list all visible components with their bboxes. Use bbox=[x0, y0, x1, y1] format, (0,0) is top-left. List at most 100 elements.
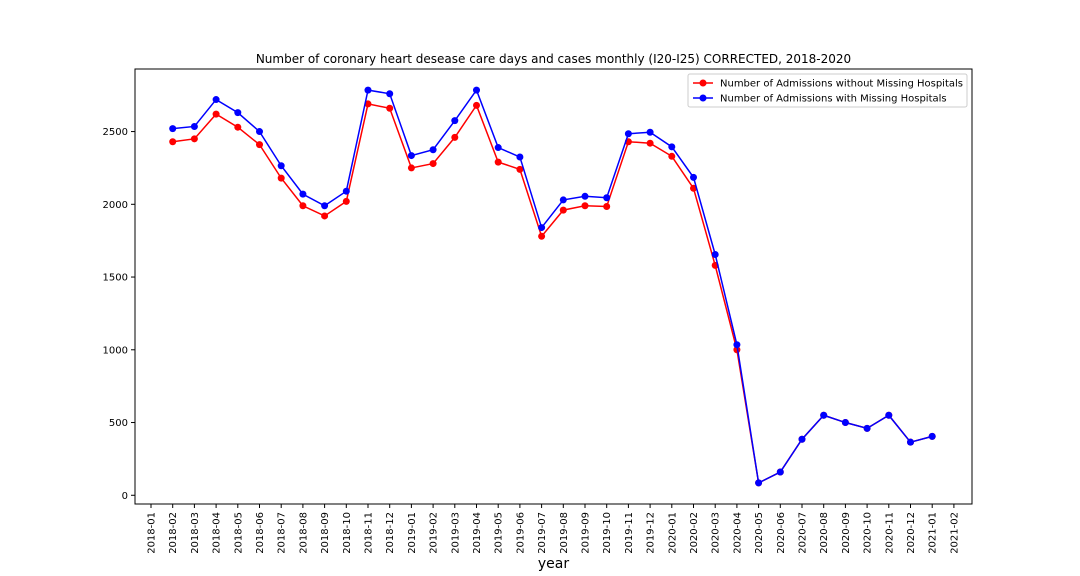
x-tick-label: 2018-01 bbox=[147, 512, 158, 554]
data-point bbox=[451, 117, 459, 125]
plot-frame bbox=[134, 68, 973, 505]
x-tick-label: 2020-01 bbox=[667, 512, 678, 554]
x-tick-label: 2020-11 bbox=[884, 512, 895, 554]
x-tick-label: 2020-08 bbox=[819, 512, 830, 554]
x-tick-label: 2018-07 bbox=[277, 512, 288, 554]
data-point bbox=[212, 96, 220, 104]
data-point bbox=[516, 153, 524, 161]
data-point bbox=[190, 122, 198, 130]
y-tick-label: 2000 bbox=[103, 200, 128, 211]
data-point bbox=[364, 86, 372, 94]
data-point bbox=[429, 160, 437, 168]
data-point bbox=[668, 152, 676, 160]
x-tick-label: 2019-09 bbox=[581, 512, 592, 554]
data-point bbox=[212, 110, 220, 118]
x-tick-label: 2019-06 bbox=[515, 512, 526, 554]
data-point bbox=[885, 411, 893, 419]
x-tick-label: 2021-02 bbox=[949, 512, 960, 554]
x-tick-label: 2019-08 bbox=[559, 512, 570, 554]
x-tick-label: 2018-08 bbox=[298, 512, 309, 554]
data-point bbox=[690, 184, 697, 192]
y-axis: 0 500 1000 1500 2000 2500 bbox=[103, 127, 135, 502]
x-tick-label: 2018-06 bbox=[255, 512, 266, 554]
data-point bbox=[711, 250, 719, 258]
data-point bbox=[342, 197, 350, 205]
data-point bbox=[581, 192, 589, 200]
data-point bbox=[516, 165, 524, 173]
data-point bbox=[646, 139, 654, 147]
data-point bbox=[624, 130, 632, 138]
x-tick-label: 2019-02 bbox=[429, 512, 440, 554]
x-tick-label: 2019-03 bbox=[450, 512, 461, 554]
x-tick-label: 2018-09 bbox=[320, 512, 331, 554]
data-point bbox=[256, 128, 263, 136]
x-axis: 2018-01 2018-02 2018-03 2018-04 2018-05 2018-… bbox=[147, 504, 960, 554]
data-point bbox=[299, 202, 307, 210]
data-point bbox=[277, 162, 285, 170]
data-point bbox=[841, 419, 849, 427]
data-point bbox=[776, 468, 784, 476]
chart-title: Number of coronary heart desease care da… bbox=[256, 52, 851, 66]
data-point bbox=[473, 101, 480, 109]
data-point bbox=[820, 411, 828, 419]
data-point bbox=[538, 224, 546, 232]
x-tick-label: 2019-04 bbox=[472, 512, 483, 554]
x-tick-label: 2018-10 bbox=[342, 512, 353, 554]
data-point bbox=[277, 174, 285, 182]
data-point bbox=[646, 128, 654, 136]
data-point bbox=[603, 194, 611, 202]
x-tick-label: 2019-12 bbox=[646, 512, 657, 554]
data-point bbox=[473, 86, 480, 94]
data-point bbox=[559, 196, 567, 204]
data-point bbox=[234, 109, 242, 117]
x-tick-label: 2018-11 bbox=[364, 512, 375, 554]
data-point bbox=[299, 190, 307, 198]
data-point bbox=[494, 158, 502, 166]
x-tick-label: 2020-06 bbox=[776, 512, 787, 554]
x-tick-label: 2019-05 bbox=[494, 512, 505, 554]
data-point bbox=[733, 341, 741, 349]
x-tick-label: 2018-04 bbox=[212, 512, 223, 554]
series-1 bbox=[169, 86, 936, 487]
data-point bbox=[538, 232, 546, 240]
y-tick-label: 1500 bbox=[103, 273, 128, 284]
plot-area bbox=[169, 86, 936, 487]
x-tick-label: 2019-11 bbox=[624, 512, 635, 554]
x-tick-label: 2021-01 bbox=[928, 512, 939, 554]
data-point bbox=[451, 133, 459, 141]
data-point bbox=[928, 432, 936, 440]
legend: Number of Admissions without Missing Hos… bbox=[687, 73, 968, 108]
data-point bbox=[342, 187, 350, 195]
data-point bbox=[581, 202, 589, 210]
x-tick-label: 2019-01 bbox=[407, 512, 418, 554]
data-point bbox=[321, 202, 329, 210]
x-tick-label: 2020-12 bbox=[906, 512, 917, 554]
data-point bbox=[668, 143, 676, 151]
data-point bbox=[494, 144, 502, 152]
data-point bbox=[429, 146, 437, 154]
x-tick-label: 2019-07 bbox=[537, 512, 548, 554]
data-point bbox=[863, 424, 871, 432]
legend-box bbox=[687, 73, 968, 108]
data-point bbox=[798, 435, 806, 443]
data-point bbox=[321, 212, 329, 220]
data-point bbox=[755, 479, 763, 487]
series-line-1 bbox=[172, 88, 933, 485]
x-tick-label: 2018-05 bbox=[233, 512, 244, 554]
legend-label-without-missing: Number of Admissions without Missing Hos… bbox=[720, 79, 963, 90]
x-tick-label: 2018-03 bbox=[190, 512, 201, 554]
y-tick-label: 1000 bbox=[103, 345, 128, 356]
x-tick-label: 2018-12 bbox=[385, 512, 396, 554]
x-tick-label: 2019-10 bbox=[602, 512, 613, 554]
data-point bbox=[907, 438, 914, 446]
x-tick-label: 2020-07 bbox=[798, 512, 809, 554]
y-tick-label: 2500 bbox=[103, 127, 128, 138]
legend-marker-without-missing bbox=[699, 79, 707, 87]
data-point bbox=[364, 100, 372, 108]
data-point bbox=[407, 152, 415, 160]
data-point bbox=[169, 125, 177, 133]
legend-label-with-missing: Number of Admissions with Missing Hospit… bbox=[720, 94, 947, 105]
data-point bbox=[559, 206, 567, 214]
x-tick-label: 2018-02 bbox=[168, 512, 179, 554]
